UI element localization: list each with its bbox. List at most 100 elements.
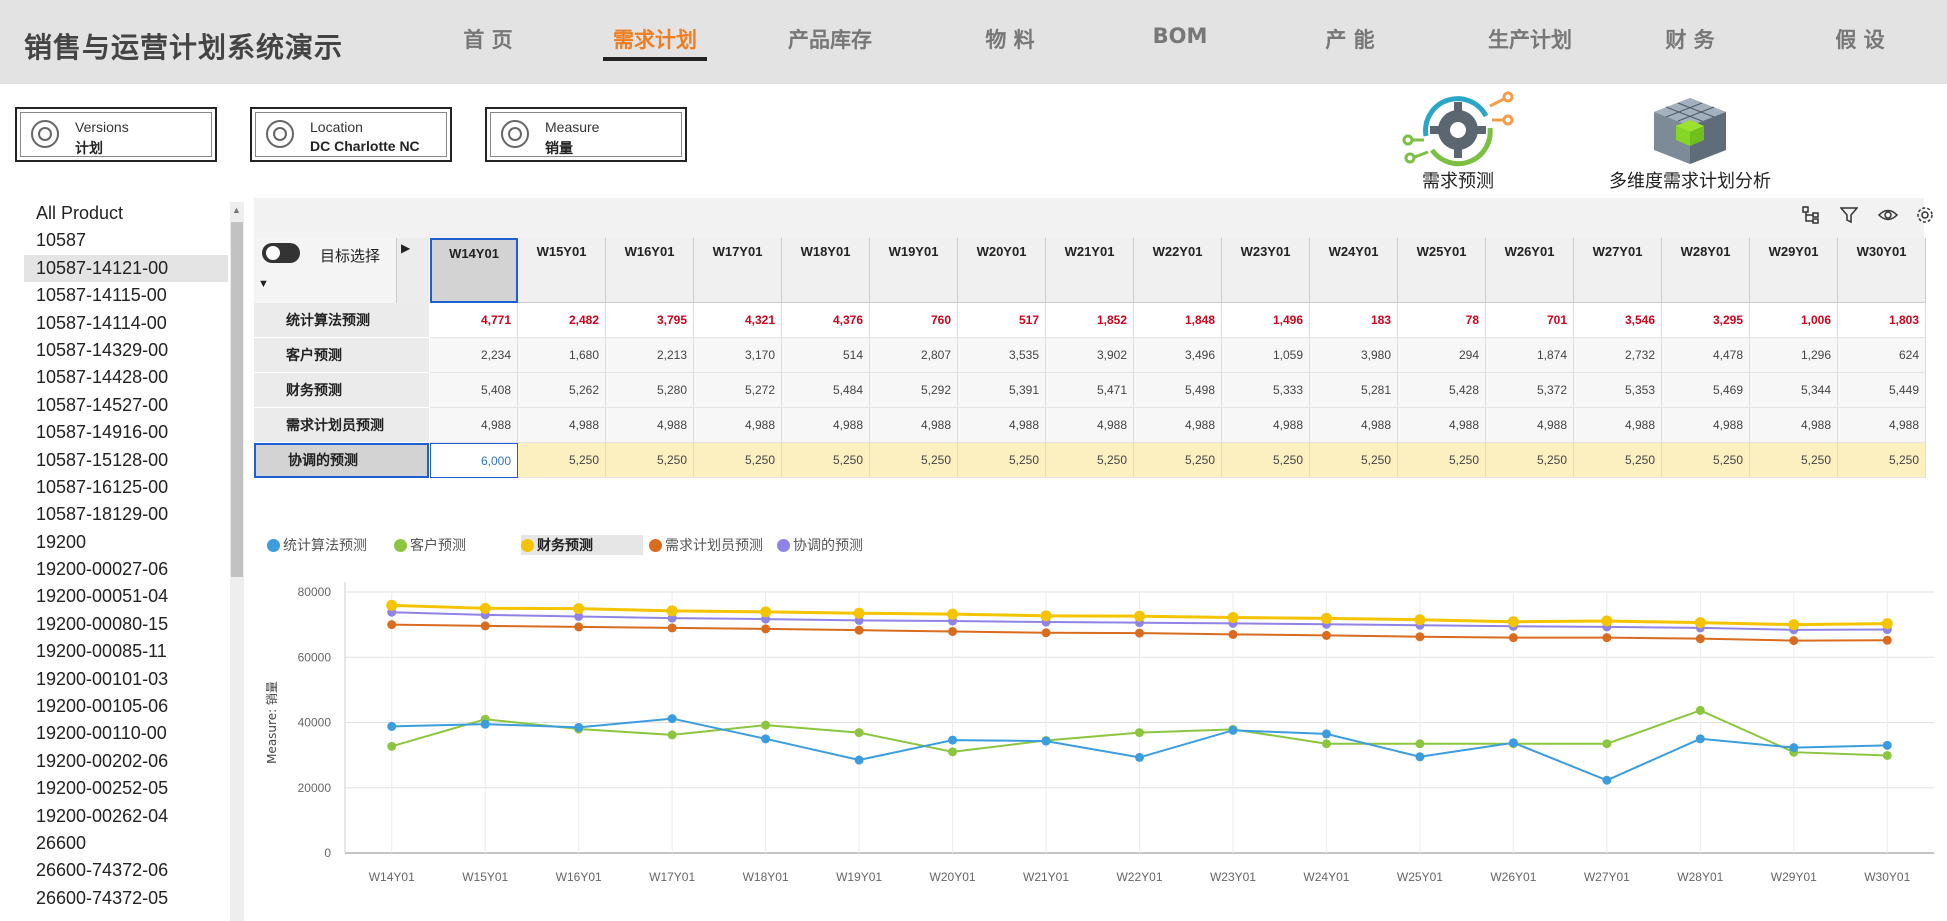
grid-cell[interactable]: 3,535 <box>958 338 1046 373</box>
multidim-analysis-app[interactable]: 多维度需求计划分析 <box>1600 94 1780 193</box>
grid-cell[interactable]: 5,250 <box>1838 443 1926 478</box>
grid-cell[interactable]: 5,250 <box>694 443 782 478</box>
product-item[interactable]: 19200-00027-06 <box>36 559 169 580</box>
grid-cell[interactable]: 1,006 <box>1750 303 1838 338</box>
grid-cell[interactable]: 5,428 <box>1398 373 1486 408</box>
grid-cell[interactable]: 5,250 <box>1222 443 1310 478</box>
scroll-up-icon[interactable]: ▲ <box>232 205 241 215</box>
grid-cell[interactable]: 5,250 <box>782 443 870 478</box>
week-column-header[interactable]: W20Y01 <box>958 238 1046 303</box>
product-item[interactable]: 26600 <box>36 832 87 853</box>
week-column-header[interactable]: W18Y01 <box>782 238 870 303</box>
week-column-header[interactable]: W29Y01 <box>1750 238 1838 303</box>
grid-cell[interactable]: 5,250 <box>518 443 606 478</box>
grid-cell[interactable]: 294 <box>1398 338 1486 373</box>
grid-cell[interactable]: 701 <box>1486 303 1574 338</box>
nav-tab-0[interactable]: 首 页 <box>463 28 513 52</box>
grid-cell[interactable]: 4,988 <box>958 408 1046 443</box>
grid-cell[interactable]: 4,988 <box>518 408 606 443</box>
legend-item[interactable]: 客户预测 <box>394 535 466 555</box>
grid-cell[interactable]: 3,795 <box>606 303 694 338</box>
settings-icon[interactable] <box>1916 206 1934 229</box>
legend-item[interactable]: 财务预测 <box>521 535 643 555</box>
week-column-header[interactable]: W17Y01 <box>694 238 782 303</box>
measure-row-header[interactable]: 需求计划员预测 <box>254 408 429 443</box>
product-item[interactable]: 19200-00262-04 <box>36 805 169 826</box>
product-list-scroll-thumb[interactable] <box>231 222 243 577</box>
grid-cell[interactable]: 3,546 <box>1574 303 1662 338</box>
grid-cell[interactable]: 1,296 <box>1750 338 1838 373</box>
week-column-header[interactable]: W24Y01 <box>1310 238 1398 303</box>
grid-cell[interactable]: 2,482 <box>518 303 606 338</box>
grid-cell[interactable]: 3,902 <box>1046 338 1134 373</box>
grid-cell[interactable]: 5,372 <box>1486 373 1574 408</box>
grid-cell[interactable]: 5,250 <box>1134 443 1222 478</box>
grid-cell[interactable]: 5,250 <box>606 443 694 478</box>
measure-row-header[interactable]: 客户预测 <box>254 338 429 373</box>
product-item[interactable]: All Product <box>36 203 124 223</box>
grid-cell[interactable]: 4,988 <box>1838 408 1926 443</box>
nav-tab-5[interactable]: 产 能 <box>1325 28 1375 52</box>
grid-cell[interactable]: 5,469 <box>1662 373 1750 408</box>
expand-right-icon[interactable]: ▶ <box>401 241 411 255</box>
week-column-header[interactable]: W19Y01 <box>870 238 958 303</box>
grid-cell[interactable]: 1,848 <box>1134 303 1222 338</box>
product-item[interactable]: 10587-14916-00 <box>36 422 169 443</box>
grid-cell[interactable]: 1,496 <box>1222 303 1310 338</box>
week-column-header[interactable]: W14Y01 <box>430 238 518 303</box>
target-select-toggle[interactable] <box>262 243 300 263</box>
selector-location[interactable]: Location DC Charlotte NC <box>250 107 452 162</box>
grid-cell[interactable]: 4,988 <box>782 408 870 443</box>
week-column-header[interactable]: W26Y01 <box>1486 238 1574 303</box>
grid-cell[interactable]: 5,391 <box>958 373 1046 408</box>
week-column-header[interactable]: W21Y01 <box>1046 238 1134 303</box>
grid-cell[interactable]: 760 <box>870 303 958 338</box>
grid-cell[interactable]: 517 <box>958 303 1046 338</box>
grid-cell[interactable]: 5,250 <box>1574 443 1662 478</box>
week-column-header[interactable]: W16Y01 <box>606 238 694 303</box>
nav-tab-4[interactable]: BOM <box>1152 24 1208 48</box>
grid-cell[interactable]: 4,988 <box>1310 408 1398 443</box>
product-item[interactable]: 10587-15128-00 <box>36 449 169 470</box>
grid-cell[interactable]: 5,344 <box>1750 373 1838 408</box>
nav-tab-3[interactable]: 物 料 <box>985 28 1035 52</box>
hierarchy-icon[interactable] <box>1802 206 1820 229</box>
grid-cell[interactable]: 1,852 <box>1046 303 1134 338</box>
product-item[interactable]: 10587-16125-00 <box>36 476 169 497</box>
week-column-header[interactable]: W30Y01 <box>1838 238 1926 303</box>
week-column-header[interactable]: W15Y01 <box>518 238 606 303</box>
grid-cell[interactable]: 6,000 <box>430 443 518 478</box>
product-item[interactable]: 10587-18129-00 <box>36 504 169 525</box>
grid-cell[interactable]: 5,281 <box>1310 373 1398 408</box>
grid-cell[interactable]: 5,250 <box>1046 443 1134 478</box>
nav-tab-6[interactable]: 生产计划 <box>1488 28 1572 52</box>
product-item[interactable]: 26600-74372-05 <box>36 887 169 908</box>
grid-cell[interactable]: 1,803 <box>1838 303 1926 338</box>
product-item[interactable]: 10587 <box>36 230 87 251</box>
grid-cell[interactable]: 5,471 <box>1046 373 1134 408</box>
nav-tab-1[interactable]: 需求计划 <box>613 28 697 52</box>
product-item[interactable]: 10587-14121-00 <box>24 254 228 283</box>
nav-tab-2[interactable]: 产品库存 <box>788 28 872 52</box>
grid-cell[interactable]: 4,321 <box>694 303 782 338</box>
grid-cell[interactable]: 4,988 <box>1486 408 1574 443</box>
grid-cell[interactable]: 4,988 <box>1662 408 1750 443</box>
product-item[interactable]: 19200-00202-06 <box>36 750 169 771</box>
week-column-header[interactable]: W28Y01 <box>1662 238 1750 303</box>
grid-cell[interactable]: 183 <box>1310 303 1398 338</box>
grid-cell[interactable]: 5,250 <box>1750 443 1838 478</box>
grid-cell[interactable]: 5,292 <box>870 373 958 408</box>
week-column-header[interactable]: W23Y01 <box>1222 238 1310 303</box>
legend-item[interactable]: 需求计划员预测 <box>649 535 763 555</box>
grid-cell[interactable]: 624 <box>1838 338 1926 373</box>
measure-row-header[interactable]: 协调的预测 <box>254 443 429 478</box>
grid-cell[interactable]: 4,988 <box>1046 408 1134 443</box>
grid-cell[interactable]: 4,988 <box>1574 408 1662 443</box>
grid-cell[interactable]: 4,988 <box>694 408 782 443</box>
grid-cell[interactable]: 5,262 <box>518 373 606 408</box>
product-item[interactable]: 10587-14428-00 <box>36 367 169 388</box>
grid-cell[interactable]: 5,250 <box>1662 443 1750 478</box>
grid-cell[interactable]: 4,988 <box>870 408 958 443</box>
week-column-header[interactable]: W27Y01 <box>1574 238 1662 303</box>
grid-cell[interactable]: 5,333 <box>1222 373 1310 408</box>
